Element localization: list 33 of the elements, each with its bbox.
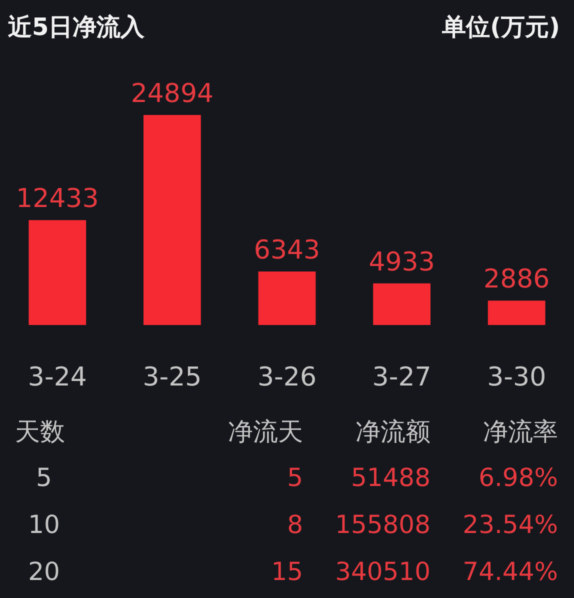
text: 单位(万元)	[441, 13, 560, 41]
category-label: 净流率	[483, 417, 558, 446]
text: 155808	[335, 510, 430, 539]
category-label: 净流额	[356, 417, 430, 446]
x-tick-label: 3-27	[372, 362, 432, 392]
bar	[373, 283, 430, 325]
x-tick-label: 3-26	[257, 362, 317, 392]
data-label: 4933	[368, 247, 435, 278]
text: 340510	[335, 557, 430, 586]
bar	[144, 115, 201, 325]
text: 天数	[15, 417, 65, 446]
x-tick-label: 3-24	[28, 362, 87, 392]
category-label: 10	[28, 510, 60, 539]
text: 51488	[350, 463, 430, 492]
x-tick-label: 3-30	[487, 362, 546, 392]
bar	[488, 300, 546, 325]
text: 23.54%	[462, 510, 558, 539]
x-tick-label: 3-25	[142, 362, 202, 392]
category-label: 5	[36, 463, 52, 492]
bar	[28, 220, 86, 325]
text: 5	[287, 463, 303, 492]
category-label: 净流天	[228, 417, 303, 446]
bar	[258, 271, 316, 325]
data-label: 12433	[16, 184, 99, 214]
text: 6.98%	[478, 463, 558, 492]
text: 15	[271, 557, 303, 586]
chart-title: 近5日净流入	[8, 13, 146, 41]
data-label: 6343	[254, 235, 320, 266]
text: 8	[287, 510, 303, 539]
category-label: 20	[28, 557, 60, 586]
data-label: 24894	[130, 79, 214, 109]
data-label: 2886	[484, 264, 550, 295]
text: 74.44%	[462, 557, 558, 586]
